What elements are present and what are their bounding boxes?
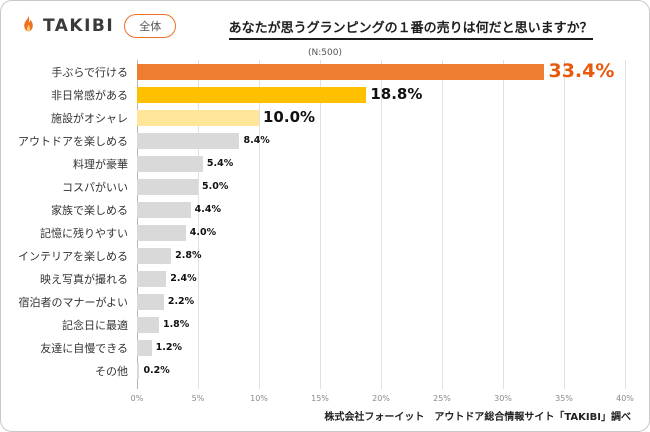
bar-track: 0.2% — [137, 359, 625, 382]
gridline — [442, 60, 443, 389]
bar — [137, 86, 367, 103]
bar-track: 1.8% — [137, 313, 625, 336]
takibi-logo: TAKIBI — [19, 13, 114, 39]
bar-track: 1.2% — [137, 336, 625, 359]
x-tick-label: 15% — [311, 394, 329, 403]
value-label: 5.4% — [206, 157, 234, 169]
bar — [137, 63, 545, 80]
source-credit: 株式会社フォーイット アウトドア総合情報サイト「TAKIBI」調べ — [324, 412, 631, 423]
value-label: 0.2% — [143, 364, 170, 376]
value-label: 18.8% — [370, 85, 423, 103]
x-tick-label: 35% — [555, 394, 573, 403]
bar-track: 5.4% — [137, 152, 625, 175]
x-tick-label: 20% — [372, 394, 390, 403]
header: TAKIBI 全体 あなたが思うグランピングの１番の売りは何だと思いますか？ — [13, 11, 637, 45]
bar-track: 4.0% — [137, 221, 625, 244]
category-label: 料理が豪華 — [73, 157, 128, 171]
bar-row: 映え写真が撮れる 2.4% — [13, 267, 637, 290]
bar — [137, 178, 198, 195]
gridline — [198, 60, 199, 389]
gridline — [320, 60, 321, 389]
bar — [137, 293, 164, 310]
bar-row: 友達に自慢できる 1.2% — [13, 336, 637, 359]
bar — [137, 109, 259, 126]
bar-track: 2.8% — [137, 244, 625, 267]
bar-row: 施設がオシャレ 10.0% — [13, 106, 637, 129]
bar-row: 記念日に最適 1.8% — [13, 313, 637, 336]
category-label: 家族で楽しめる — [51, 203, 128, 217]
bar-track: 2.2% — [137, 290, 625, 313]
value-label: 10.0% — [263, 108, 316, 126]
scope-badge: 全体 — [124, 14, 177, 38]
value-label: 4.0% — [189, 226, 217, 238]
category-label: インテリアを楽しめる — [18, 249, 128, 263]
value-label: 1.2% — [155, 341, 182, 353]
gridline — [564, 60, 565, 389]
bar — [137, 362, 140, 379]
bar-row: コスパがいい 5.0% — [13, 175, 637, 198]
bar-row: インテリアを楽しめる 2.8% — [13, 244, 637, 267]
category-label: 記念日に最適 — [62, 318, 128, 332]
bar-row: 家族で楽しめる 4.4% — [13, 198, 637, 221]
bar-track: 18.8% — [137, 83, 625, 106]
category-label: 非日常感がある — [51, 88, 128, 102]
bar — [137, 155, 203, 172]
bar — [137, 247, 172, 264]
bar — [137, 270, 167, 287]
value-label: 2.8% — [175, 249, 202, 261]
value-label: 2.4% — [170, 272, 197, 284]
bar-track: 5.0% — [137, 175, 625, 198]
chart-title: あなたが思うグランピングの１番の売りは何だと思いますか？ — [186, 17, 635, 40]
bar — [137, 316, 159, 333]
bar — [137, 224, 186, 241]
category-label: 施設がオシャレ — [51, 111, 128, 125]
category-label: コスパがいい — [62, 180, 128, 194]
category-label: 映え写真が撮れる — [40, 272, 128, 286]
bar-row: 手ぶらで行ける 33.4% — [13, 60, 637, 83]
bar — [137, 201, 191, 218]
bar-track: 2.4% — [137, 267, 625, 290]
x-tick-label: 30% — [494, 394, 512, 403]
category-label: 記憶に残りやすい — [40, 226, 128, 240]
flame-icon — [19, 13, 38, 39]
category-label: 手ぶらで行ける — [51, 65, 128, 79]
x-tick-label: 40% — [616, 394, 634, 403]
bar-track: 10.0% — [137, 106, 625, 129]
x-axis: 0% 5% 10% 15% 20% 25% 30% 35% 40% — [131, 391, 634, 405]
value-label: 5.0% — [202, 180, 229, 192]
bar-rows: 手ぶらで行ける 33.4% 非日常感がある 18.8% 施設がオシャレ 10.0% アウトド… — [13, 60, 637, 382]
value-label: 1.8% — [162, 318, 190, 330]
value-label: 2.2% — [167, 295, 195, 307]
bar-track: 4.4% — [137, 198, 625, 221]
bar — [137, 132, 240, 149]
value-label: 8.4% — [243, 134, 270, 146]
value-label: 33.4% — [548, 60, 615, 82]
category-label: 友達に自慢できる — [40, 341, 128, 355]
gridline — [625, 60, 626, 389]
chart-body: 手ぶらで行ける 33.4% 非日常感がある 18.8% 施設がオシャレ 10.0% アウトド… — [13, 60, 637, 405]
category-label: アウトドアを楽しめる — [18, 134, 128, 148]
bar-row: その他 0.2% — [13, 359, 637, 382]
category-label: その他 — [95, 364, 128, 378]
bar-track: 33.4% — [137, 60, 625, 83]
bar-row: 料理が豪華 5.4% — [13, 152, 637, 175]
x-tick-label: 25% — [433, 394, 451, 403]
gridline — [259, 60, 260, 389]
x-tick-label: 10% — [250, 394, 268, 403]
x-tick-label: 5% — [191, 394, 205, 403]
gridline — [381, 60, 382, 389]
value-label: 4.4% — [194, 203, 222, 215]
x-tick-label: 0% — [130, 394, 144, 403]
bar — [137, 339, 152, 356]
bar-track: 8.4% — [137, 129, 625, 152]
bar-row: 非日常感がある 18.8% — [13, 83, 637, 106]
bar-row: 記憶に残りやすい 4.0% — [13, 221, 637, 244]
bar-row: 宿泊者のマナーがよい 2.2% — [13, 290, 637, 313]
sample-size-label: (N:500) — [308, 48, 342, 58]
gridline — [503, 60, 504, 389]
logo-text: TAKIBI — [43, 16, 115, 36]
category-label: 宿泊者のマナーがよい — [18, 295, 128, 309]
bar-row: アウトドアを楽しめる 8.4% — [13, 129, 637, 152]
